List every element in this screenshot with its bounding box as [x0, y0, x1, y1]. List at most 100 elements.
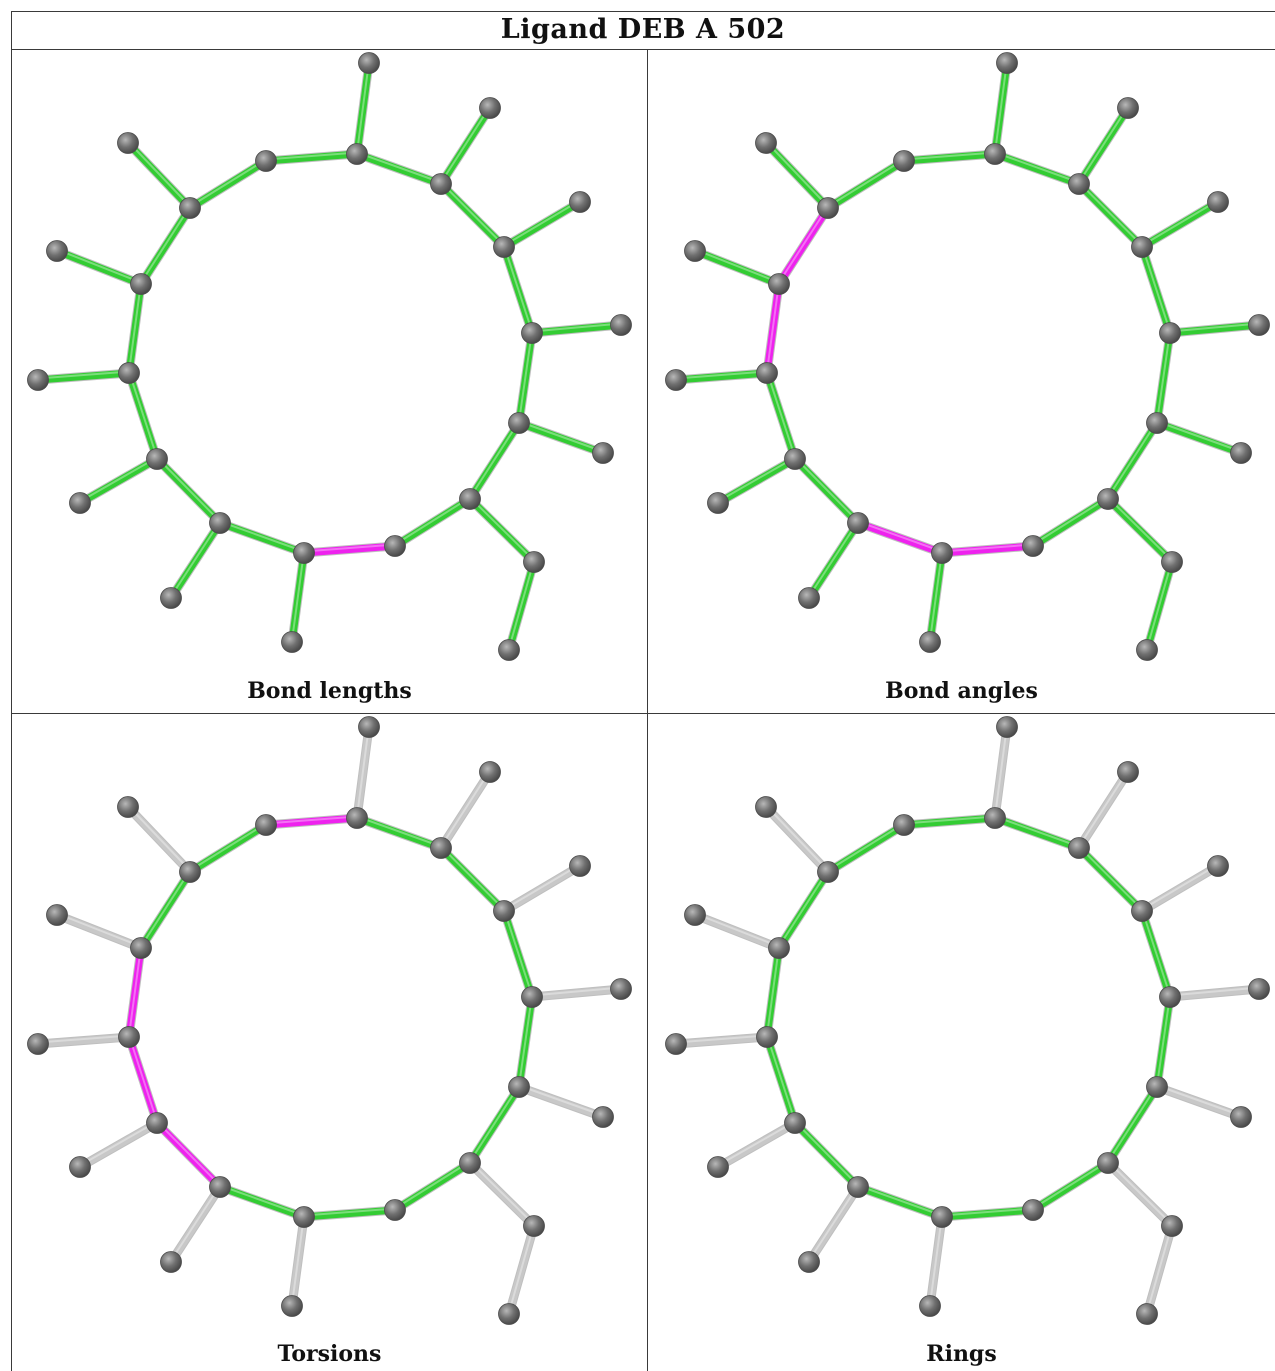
ring-bond	[1137, 906, 1175, 1002]
side-bond	[713, 454, 800, 508]
ring-bond	[823, 156, 909, 213]
side-bond	[33, 1032, 134, 1049]
side-bond	[465, 494, 539, 567]
side-bond	[990, 58, 1012, 159]
ring-atom	[384, 535, 406, 557]
substituent-atom	[358, 716, 380, 738]
side-bond	[804, 1182, 863, 1267]
ring-atom	[1097, 488, 1119, 510]
ring-atom	[784, 1112, 806, 1134]
substituent-atom	[1117, 97, 1139, 119]
ring-atom	[209, 1176, 231, 1198]
ring-atom	[521, 322, 543, 344]
substituent-atom	[1230, 442, 1252, 464]
panel-caption: Bond lengths	[247, 678, 412, 704]
highlighted-bond	[299, 541, 400, 558]
side-bond	[1074, 767, 1133, 853]
ring-atom	[1022, 1199, 1044, 1221]
substituent-atom	[46, 240, 68, 262]
molecule-view-bond-angles	[665, 52, 1270, 661]
ring-atom	[130, 273, 152, 295]
side-bond	[1137, 197, 1223, 252]
ring-atom	[255, 814, 277, 836]
ring-bond	[465, 418, 524, 504]
ring-atom	[384, 1199, 406, 1221]
ring-bond	[299, 1205, 400, 1222]
ring-atom	[847, 512, 869, 534]
ring-atom	[1146, 1076, 1168, 1098]
ring-atom	[931, 542, 953, 564]
side-bond	[123, 802, 195, 877]
ring-bond	[390, 1158, 475, 1215]
side-bond	[504, 557, 539, 655]
side-bond	[671, 1032, 772, 1049]
ring-atom	[817, 861, 839, 883]
ring-atom	[768, 273, 790, 295]
highlighted-bond	[774, 203, 833, 289]
ring-bond	[499, 242, 537, 338]
substituent-atom	[523, 1215, 545, 1237]
substituent-atom	[160, 1251, 182, 1273]
substituent-atom	[46, 904, 68, 926]
side-bond	[75, 1118, 162, 1172]
ring-atom	[508, 1076, 530, 1098]
highlighted-bond	[937, 541, 1038, 558]
highlighted-bond	[152, 1118, 225, 1192]
ring-atom	[1131, 900, 1153, 922]
substituent-atom	[1207, 855, 1229, 877]
side-bond	[690, 246, 784, 289]
ring-atom	[130, 937, 152, 959]
ring-atom	[1068, 173, 1090, 195]
substituent-atom	[1136, 1303, 1158, 1325]
ring-bond	[390, 494, 475, 551]
side-bond	[52, 910, 146, 953]
substituent-atom	[117, 796, 139, 818]
side-bond	[33, 368, 134, 385]
ring-atom	[893, 814, 915, 836]
substituent-atom	[665, 1033, 687, 1055]
ring-bond	[790, 454, 863, 528]
ring-atom	[118, 1026, 140, 1048]
figure-title: Ligand DEB A 502	[500, 14, 786, 45]
substituent-atom	[27, 369, 49, 391]
side-bond	[499, 197, 585, 252]
side-bond	[804, 518, 863, 603]
ring-bond	[124, 279, 146, 378]
side-bond	[1103, 1158, 1177, 1231]
side-bond	[761, 138, 833, 213]
side-bond	[287, 548, 309, 647]
side-bond	[123, 138, 195, 213]
ring-bond	[352, 813, 446, 853]
side-bond	[1142, 1221, 1177, 1319]
ring-atom	[893, 150, 915, 172]
molecule-view-bond-lengths	[27, 52, 632, 661]
substituent-atom	[117, 132, 139, 154]
side-bond	[1165, 984, 1264, 1002]
side-bond	[504, 1221, 539, 1319]
substituent-atom	[479, 97, 501, 119]
ring-bond	[899, 149, 1000, 166]
ring-atom	[118, 362, 140, 384]
ring-bond	[990, 149, 1084, 189]
substituent-atom	[1136, 639, 1158, 661]
substituent-atom	[610, 314, 632, 336]
ring-bond	[1152, 992, 1175, 1092]
side-bond	[514, 1082, 608, 1122]
substituent-atom	[707, 492, 729, 514]
side-bond	[514, 418, 608, 458]
substituent-atom	[27, 1033, 49, 1055]
ring-bond	[215, 518, 309, 558]
ring-atom	[521, 986, 543, 1008]
substituent-atom	[1207, 191, 1229, 213]
substituent-atom	[592, 442, 614, 464]
ring-bond	[853, 1182, 947, 1222]
title-divider	[11, 49, 1275, 50]
substituent-atom	[358, 52, 380, 74]
panel-caption: Torsions	[277, 1341, 382, 1367]
ring-bond	[1074, 843, 1147, 916]
substituent-atom	[755, 796, 777, 818]
ring-atom	[768, 937, 790, 959]
substituent-atom	[498, 639, 520, 661]
ring-atom	[346, 807, 368, 829]
panel-caption: Rings	[926, 1341, 997, 1367]
